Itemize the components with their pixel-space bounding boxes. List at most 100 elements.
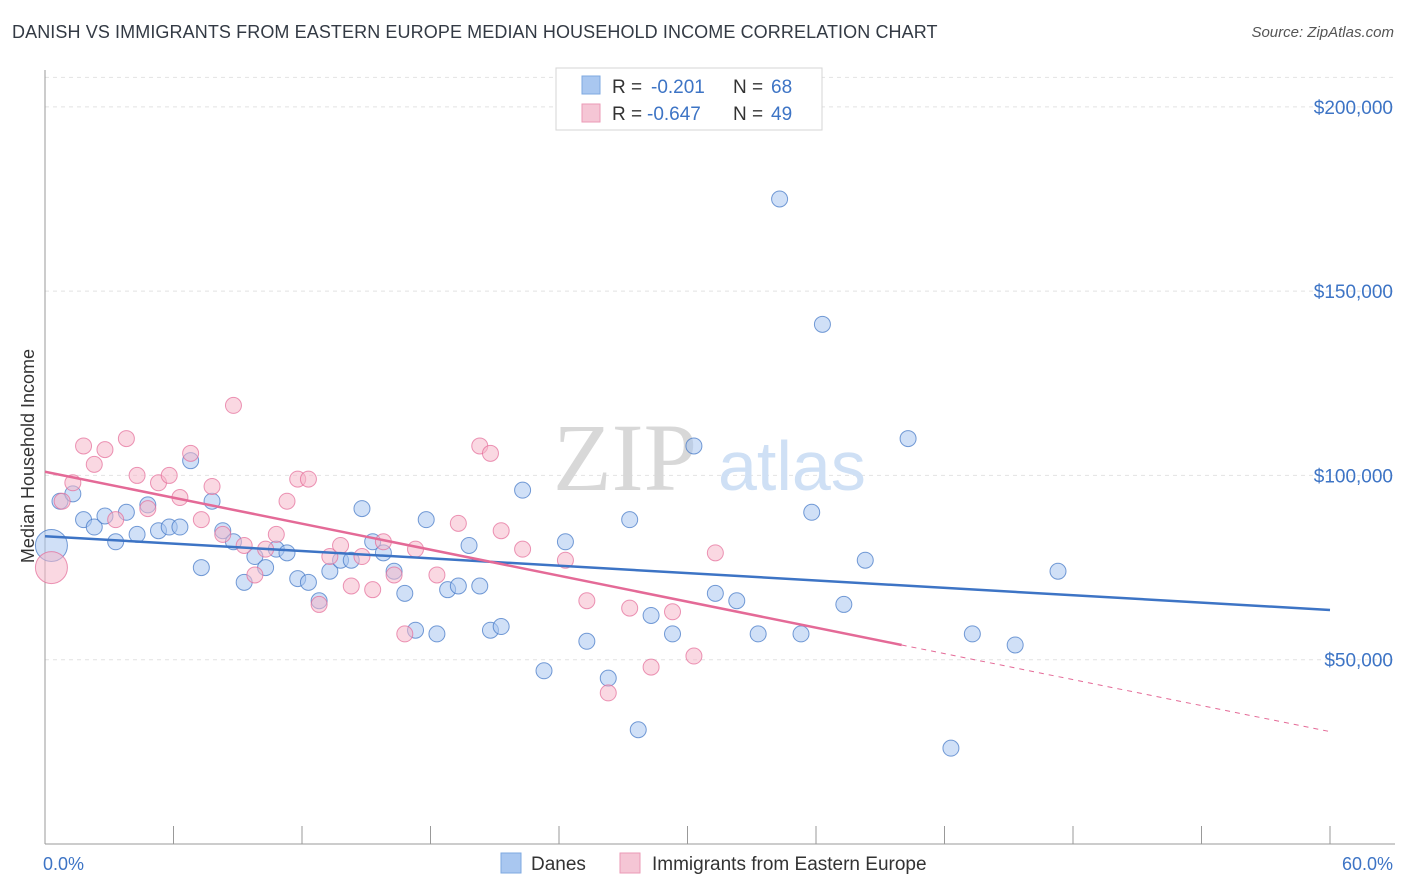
data-point-immigrants [235, 536, 253, 554]
data-point-immigrants [299, 470, 317, 488]
legend-swatch-danes [581, 75, 601, 95]
data-point-immigrants [556, 551, 574, 569]
data-points [34, 190, 1067, 757]
data-point-danes [556, 533, 574, 551]
data-point-immigrants [642, 658, 660, 676]
data-point-danes [749, 625, 767, 643]
data-point-danes [1049, 562, 1067, 580]
data-point-danes [813, 315, 831, 333]
data-point-danes [85, 518, 103, 536]
y-tick-label: $50,000 [1324, 651, 1393, 672]
data-point-immigrants [75, 437, 93, 455]
legend-r-value-2: -0.647 [647, 104, 701, 125]
legend-n-value-2: 49 [771, 104, 792, 125]
data-point-danes [417, 511, 435, 529]
data-point-danes [899, 430, 917, 448]
data-point-immigrants [599, 684, 617, 702]
data-point-immigrants [278, 492, 296, 510]
series-swatch-immigrants [619, 852, 641, 874]
y-tick-labels: $50,000 $100,000 $150,000 $200,000 [1314, 98, 1393, 672]
watermark-zip: ZIP [553, 404, 697, 511]
data-point-immigrants [128, 466, 146, 484]
legend-n-label-2: N = [733, 104, 763, 125]
data-point-immigrants [492, 522, 510, 540]
data-point-immigrants [192, 511, 210, 529]
watermark-atlas: atlas [718, 427, 866, 505]
data-point-immigrants [246, 566, 264, 584]
legend-n-value-1: 68 [771, 77, 792, 98]
data-point-danes [578, 632, 596, 650]
data-point-immigrants [481, 444, 499, 462]
chart-source: Source: ZipAtlas.com [1251, 24, 1394, 41]
series-label-immigrants: Immigrants from Eastern Europe [652, 854, 927, 875]
data-point-danes [396, 584, 414, 602]
data-point-danes [599, 669, 617, 687]
data-point-immigrants [182, 444, 200, 462]
data-point-immigrants [664, 603, 682, 621]
data-point-danes [460, 536, 478, 554]
data-point-immigrants [385, 566, 403, 584]
data-point-danes [963, 625, 981, 643]
data-point-immigrants [160, 466, 178, 484]
y-axis-label: Median Household Income [18, 349, 38, 563]
data-point-danes [642, 606, 660, 624]
data-point-danes [621, 511, 639, 529]
data-point-danes [856, 551, 874, 569]
data-point-immigrants [396, 625, 414, 643]
data-point-immigrants [342, 577, 360, 595]
stats-legend: R = -0.201 N = 68 R = -0.647 N = 49 [555, 67, 823, 131]
data-point-immigrants [117, 430, 135, 448]
data-point-danes [449, 577, 467, 595]
x-tick-label-end: 60.0% [1342, 854, 1393, 874]
data-point-immigrants [514, 540, 532, 558]
series-swatch-danes [500, 852, 522, 874]
data-point-danes [771, 190, 789, 208]
data-point-immigrants [578, 592, 596, 610]
data-point-danes [192, 559, 210, 577]
data-point-immigrants [107, 511, 125, 529]
legend-r-label-1: R = [612, 77, 642, 98]
data-point-immigrants [353, 548, 371, 566]
data-point-danes [514, 481, 532, 499]
series-label-danes: Danes [531, 854, 586, 875]
data-point-immigrants [34, 551, 68, 585]
data-point-danes [471, 577, 489, 595]
data-point-danes [792, 625, 810, 643]
data-point-danes [706, 584, 724, 602]
data-point-immigrants [449, 514, 467, 532]
x-tick-labels: 0.0% 60.0% [43, 854, 1393, 874]
data-point-immigrants [428, 566, 446, 584]
trend-lines [44, 470, 1331, 733]
data-point-immigrants [214, 525, 232, 543]
data-point-danes [942, 739, 960, 757]
legend-n-label-1: N = [733, 77, 763, 98]
y-tick-label: $100,000 [1314, 466, 1393, 487]
data-point-danes [629, 721, 647, 739]
trend-line-immigrants-extrapolated [901, 644, 1331, 733]
data-point-immigrants [685, 647, 703, 665]
data-point-danes [535, 662, 553, 680]
data-point-danes [278, 544, 296, 562]
data-point-danes [428, 625, 446, 643]
y-tick-label: $150,000 [1314, 282, 1393, 303]
trend-line-immigrants [44, 470, 902, 647]
data-point-immigrants [203, 477, 221, 495]
data-point-danes [664, 625, 682, 643]
trend-line-danes [44, 534, 1331, 612]
data-point-danes [1006, 636, 1024, 654]
data-point-immigrants [364, 581, 382, 599]
data-point-immigrants [53, 492, 71, 510]
data-point-immigrants [706, 544, 724, 562]
data-point-immigrants [267, 525, 285, 543]
data-point-immigrants [310, 595, 328, 613]
data-point-danes [803, 503, 821, 521]
axes [44, 70, 1395, 845]
data-point-danes [835, 595, 853, 613]
data-point-immigrants [407, 540, 425, 558]
data-point-danes [685, 437, 703, 455]
data-point-danes [353, 500, 371, 518]
legend-r-value-1: -0.201 [651, 77, 705, 98]
legend-r-label-2: R = [612, 104, 642, 125]
series-legend: Danes Immigrants from Eastern Europe [500, 852, 927, 875]
